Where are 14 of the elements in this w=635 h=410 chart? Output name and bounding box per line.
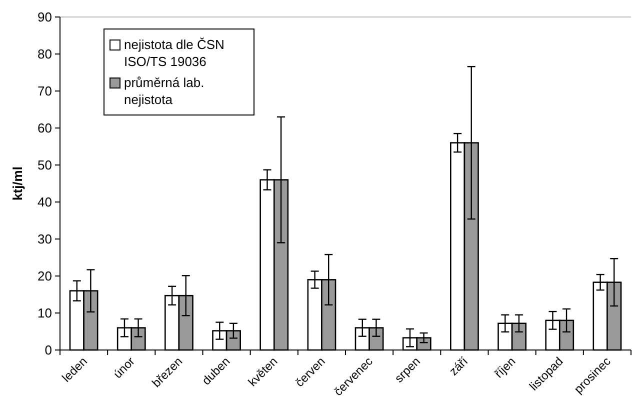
y-tick-label: 10 [38, 306, 52, 321]
x-tick-label: září [446, 354, 472, 378]
y-tick-label: 20 [38, 268, 52, 284]
y-tick-label: 50 [38, 158, 52, 173]
y-axis-title: ktj/ml [10, 166, 25, 200]
y-tick-label: 90 [38, 10, 52, 25]
y-tick-label: 30 [38, 232, 52, 247]
y-tick-label: 60 [38, 120, 52, 136]
legend-label: průměrná lab. nejistota [124, 75, 204, 107]
x-tick-label: říjen [492, 354, 518, 381]
y-tick-label: 80 [38, 46, 52, 62]
y-tick-label: 0 [44, 342, 52, 358]
y-tick-label: 70 [38, 84, 52, 99]
y-tick-label: 40 [38, 194, 52, 210]
